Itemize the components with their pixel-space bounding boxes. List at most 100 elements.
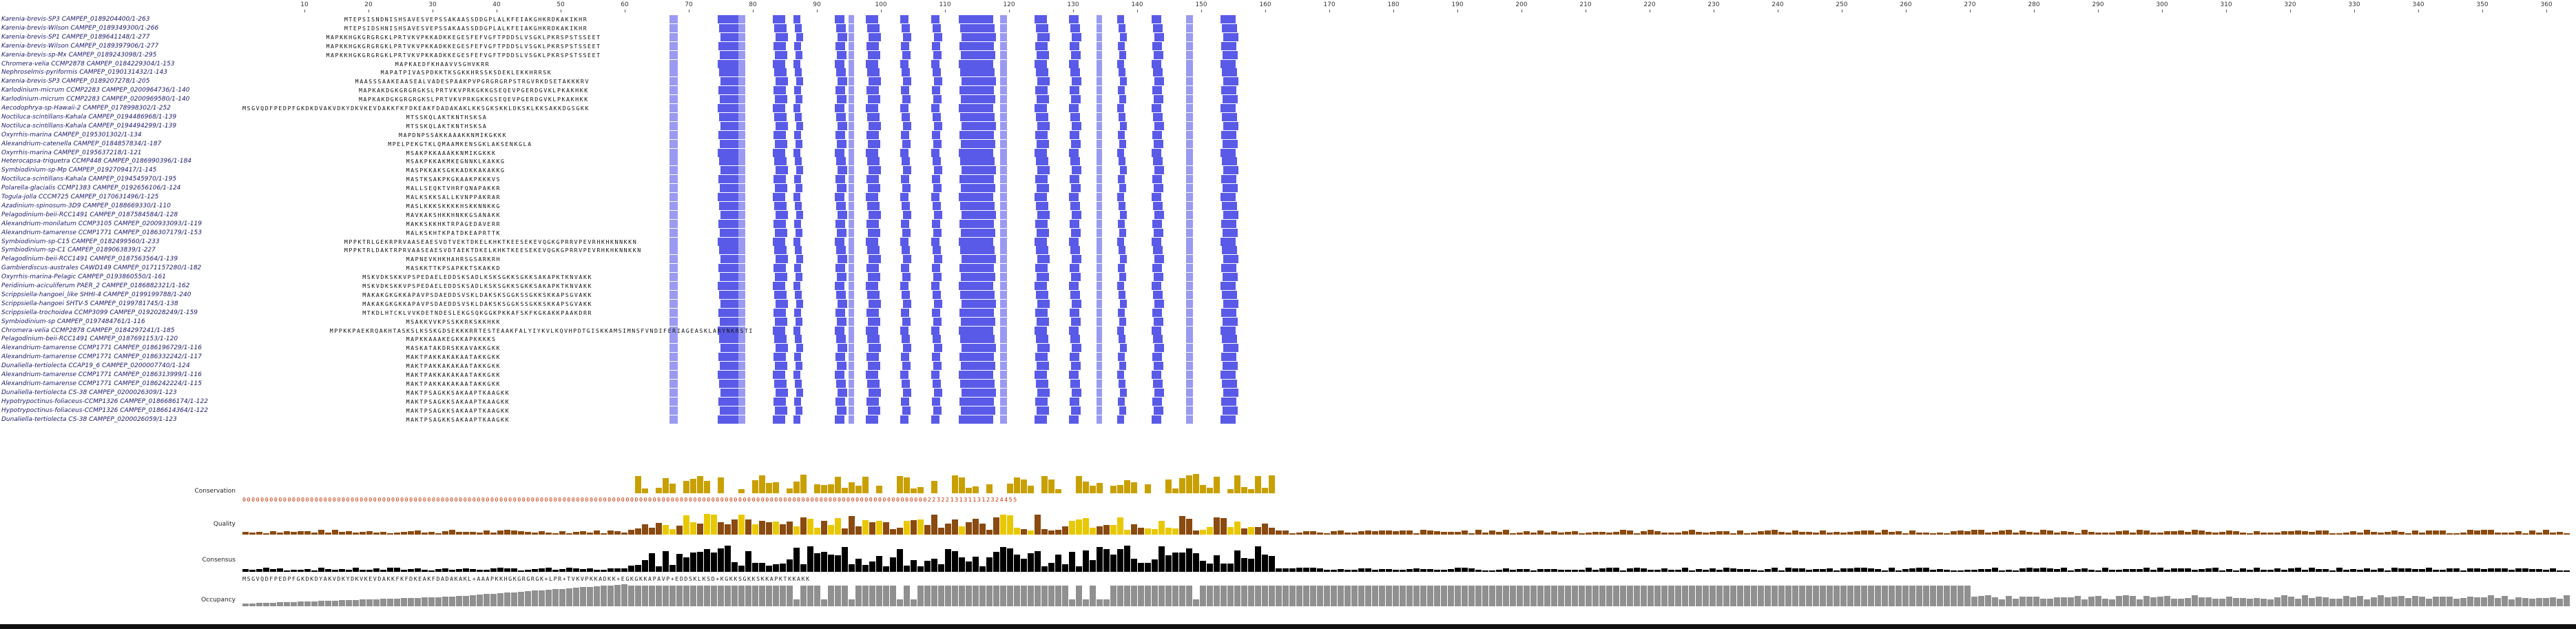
- sequence-name[interactable]: Alexandrium-tamarense CCMP1771 CAMPEP_01…: [1, 371, 202, 378]
- sequence-name[interactable]: Alexandrium-monilatum CCMP3105 CAMPEP_02…: [1, 220, 202, 227]
- sequence-name[interactable]: Noctiluca-scintillans-Kahala CAMPEP_0194…: [1, 122, 177, 130]
- sequence-name[interactable]: Scrippsiella-trochoidea CCMP3099 CAMPEP_…: [1, 309, 198, 316]
- quality-bar: [601, 533, 607, 535]
- conserved-block: [1222, 157, 1237, 166]
- sequence-row[interactable]: MAKKSKKHKTRPAGEDAVERR: [406, 220, 501, 227]
- sequence-name[interactable]: Alexandrium-tamarense CCMP1771 CAMPEP_01…: [1, 380, 202, 387]
- occupancy-bar: [1227, 586, 1234, 606]
- sequence-row[interactable]: MASPKKAKSGKKADKKAKAKKG: [406, 167, 506, 174]
- sequence-row[interactable]: MAPKKHGKGRGRGKLPRTVKVPKKADKKEGESFEFVGFTP…: [326, 51, 601, 59]
- sequence-row[interactable]: MPELPEKGTKLQMAAMKENSGKLAKSENKGLA: [388, 140, 532, 147]
- sequence-name[interactable]: Alexandrium-tamarense CCMP1771 CAMPEP_01…: [1, 353, 202, 361]
- sequence-name[interactable]: Gambierdiscus-australes CAWD149 CAMPEP_0…: [1, 265, 202, 272]
- sequence-name[interactable]: Pelagodinium-beii-RCC1491 CAMPEP_0187563…: [1, 256, 178, 263]
- quality-bar: [731, 519, 738, 535]
- sequence-name[interactable]: Symbiodinium-sp-C15 CAMPEP_0182499560/1-…: [1, 238, 160, 245]
- sequence-name[interactable]: Alexandrium-catenella CAMPEP_0184857834/…: [1, 140, 162, 147]
- sequence-name[interactable]: Hypotrypoctinus-foliaceus-CCMP1326 CAMPE…: [1, 406, 208, 414]
- sequence-row[interactable]: MASTKSAKPKGKAAKPKKKVS: [406, 176, 501, 183]
- sequence-row[interactable]: MAVKAKSHKKHNKKGSANAKK: [406, 211, 501, 218]
- conservation-bar: [1145, 484, 1151, 493]
- conserved-block-light: [738, 104, 745, 112]
- sequence-name[interactable]: Symbiodinium-sp CAMPEP_0197484761/1-116: [1, 318, 145, 325]
- sequence-name[interactable]: Nephroselmis-pyriformis CAMPEP_019013143…: [1, 69, 167, 76]
- sequence-name[interactable]: Karlodinium-micrum CCMP2283 CAMPEP_02009…: [1, 87, 190, 94]
- sequence-row[interactable]: MALKSKKSALLKVNPPAKRAR: [406, 194, 501, 200]
- sequence-name[interactable]: Karenia-brevis-Wilson CAMPEP_0189397906/…: [1, 42, 159, 50]
- conservation-bar: [1110, 486, 1116, 493]
- sequence-row[interactable]: MAPKKHGKGRGRGKLPRTVKVPKKADKKEGESFEFVGFTP…: [326, 33, 601, 41]
- occupancy-bar: [2323, 597, 2329, 606]
- sequence-row[interactable]: MASLKKKSKKKKHSKKNNKKG: [406, 202, 501, 209]
- sequence-row[interactable]: MAPATPIVASPDKKTKSGKKHRSSKSDEKLEKKHRRSK: [380, 69, 552, 76]
- consensus-bar: [2123, 568, 2129, 572]
- sequence-name[interactable]: Karenia-brevis-SP3 CAMPEP_0189207278/1-2…: [1, 78, 150, 85]
- sequence-row[interactable]: MPPKTRLDAKTRPRVAASEAESVDTAEKTDKELKHKTKEE…: [344, 247, 642, 254]
- sequence-name[interactable]: Karenia-brevis-SP3 CAMPEP_0189204400/1-2…: [1, 16, 150, 23]
- sequence-name[interactable]: Hypotrypoctinus-foliaceus-CCMP1326 CAMPE…: [1, 398, 208, 405]
- sequence-name[interactable]: Dunaliella-tertiolecta CCAP19_6 CAMPEP_0…: [1, 362, 190, 370]
- sequence-name[interactable]: Pelagodinium-beii-RCC1491 CAMPEP_0187584…: [1, 211, 178, 218]
- sequence-name[interactable]: Karenia-brevis-Wilson CAMPEP_0189349300/…: [1, 24, 159, 32]
- consensus-bar: [1255, 546, 1261, 572]
- quality-bar: [1310, 530, 1316, 535]
- sequence-name[interactable]: Chromera-velia CCMP2878 CAMPEP_018422930…: [1, 60, 175, 68]
- sequence-name[interactable]: Oxyrrhis-marina CAMPEP_0195301302/1-134: [1, 131, 142, 138]
- conserved-block: [775, 139, 787, 148]
- sequence-name[interactable]: Alexandrium-tamarense CCMP1771 CAMPEP_01…: [1, 344, 202, 352]
- consensus-bar: [787, 559, 793, 572]
- sequence-row[interactable]: MTEPSISNDNISHSAVESVEPSSAKAASSDDGPLALKFEI…: [344, 16, 588, 23]
- occupancy-bar: [1785, 586, 1791, 606]
- sequence-row[interactable]: MTSSKQLAKTKNTHSKSA: [406, 113, 488, 121]
- sequence-name[interactable]: Alexandrium-tamarense CCMP1771 CAMPEP_01…: [1, 229, 202, 236]
- sequence-name[interactable]: Pelagodinium-beii-RCC1491 CAMPEP_0187691…: [1, 336, 178, 343]
- ruler-tick-label: 330: [2348, 1, 2360, 8]
- sequence-name[interactable]: Karenia-brevis-sp-Mx CAMPEP_0189243098/1…: [1, 51, 157, 59]
- conserved-block-light: [669, 219, 678, 228]
- sequence-row[interactable]: MALKSKHTKPATDKEAPRTTK: [406, 229, 501, 236]
- sequence-row[interactable]: MPPKTRLGEKRPRVAASEAESVDTVEKTDKELKHKTKEES…: [344, 238, 638, 245]
- occupancy-bar: [697, 586, 703, 606]
- conserved-block: [902, 201, 910, 210]
- sequence-row[interactable]: MAPKAKDGKGRGRGKSLPRTVKVPRKGKKGSEQEVPGERD…: [358, 87, 589, 94]
- consensus-bar: [2550, 568, 2556, 572]
- sequence-row[interactable]: MSAKPKKAAAKKNMIKGKKK: [406, 149, 497, 156]
- sequence-name[interactable]: Togula-jolla CCCM725 CAMPEP_0170631496/1…: [1, 194, 159, 200]
- sequence-name[interactable]: Karlodinium-micrum CCMP2283 CAMPEP_02009…: [1, 96, 190, 103]
- conserved-block: [959, 175, 994, 184]
- sequence-row[interactable]: MAPKKHGKGRGRGKLPRTVKVPKKADKKEGESFEFVGFTP…: [326, 42, 601, 50]
- sequence-name[interactable]: Dunaliella-tertiolecta CS-38 CAMPEP_0200…: [1, 389, 177, 396]
- sequence-row[interactable]: MAPKAEDFKHAAVVSGHVKRR: [395, 60, 490, 68]
- sequence-row[interactable]: MSAKPKKAKMKEGNNKLKAKKG: [406, 158, 506, 165]
- occupancy-bar: [952, 586, 958, 606]
- sequence-name[interactable]: Noctiluca-scintillans-Kahala CAMPEP_0194…: [1, 113, 177, 121]
- sequence-row[interactable]: MAASSSAAKEAASEALVADESPAAKPVPGRGRGRPSTRGV…: [355, 78, 590, 85]
- sequence-name[interactable]: Scrippsiella-hangoei SHTV-5 CAMPEP_01997…: [1, 300, 178, 307]
- sequence-name[interactable]: Polarella-glacialis CCMP1383 CAMPEP_0192…: [1, 185, 181, 192]
- sequence-row[interactable]: MSGVQDFPEDPFGKDKDVAKVDKYDKVKEVDAKKFKFDKE…: [242, 105, 590, 112]
- sequence-name[interactable]: Heterocapsa-triquetra CCMP448 CAMPEP_018…: [1, 158, 191, 165]
- sequence-name[interactable]: Peridinium-aciculiferum PAER_2 CAMPEP_01…: [1, 282, 190, 289]
- sequence-name[interactable]: Dunaliella-tertiolecta CS-38 CAMPEP_0200…: [1, 415, 177, 423]
- sequence-name[interactable]: Azadinium-spinosum-3D9 CAMPEP_0188669330…: [1, 202, 171, 209]
- alignment-panel[interactable]: MTEPSISNDNISHSAVESVEPSSAKAASSDDGPLALKFEI…: [242, 0, 2576, 629]
- sequence-row[interactable]: MTSSKQLAKTKNTHSKSA: [406, 122, 488, 130]
- ruler-tick-label: 290: [2092, 1, 2104, 8]
- sequence-name[interactable]: Chromera-velia CCMP2878 CAMPEP_018429724…: [1, 327, 175, 334]
- quality-bar: [2316, 530, 2322, 535]
- consensus-bar: [1372, 570, 1378, 572]
- sequence-row[interactable]: MAPKAKDGKGRGRGKSLPRTVKVPRKGKKGSEQEVPGERD…: [358, 96, 589, 103]
- sequence-name[interactable]: Oxyrrhis-marina CAMPEP_0195637218/1-121: [1, 149, 142, 156]
- sequence-name[interactable]: Karenia-brevis-SP1 CAMPEP_0189641148/1-2…: [1, 33, 150, 41]
- sequence-row[interactable]: MAPDNPSSAKKAAAKKNMIKGKKK: [399, 131, 508, 138]
- sequence-name[interactable]: Symbiodinium-sp-Mp CAMPEP_0192709417/1-1…: [1, 167, 157, 174]
- sequence-name[interactable]: Scrippsiella-hangoei_like SHHI-4 CAMPEP_…: [1, 291, 191, 298]
- sequence-name[interactable]: Aecodophrya-sp-Hawaii-2 CAMPEP_017899830…: [1, 105, 171, 112]
- sequence-name[interactable]: Symbiodinium-sp-C1 CAMPEP_0189063839/1-2…: [1, 247, 156, 254]
- consensus-bar: [1627, 568, 1633, 572]
- sequence-row[interactable]: MALLSEQKTVHRFQNAPAKKR: [406, 185, 501, 192]
- sequence-name[interactable]: Noctiluca-scintillans-Kahala CAMPEP_0194…: [1, 176, 177, 183]
- consensus-bar: [1827, 568, 1833, 572]
- sequence-name[interactable]: Oxyrrhis-marina-Pelagic CAMPEP_019386055…: [1, 274, 166, 281]
- sequence-row[interactable]: MTEPSIDSHNISHSAVESVEPSSAKAASSDDGPLALKFEI…: [344, 24, 588, 32]
